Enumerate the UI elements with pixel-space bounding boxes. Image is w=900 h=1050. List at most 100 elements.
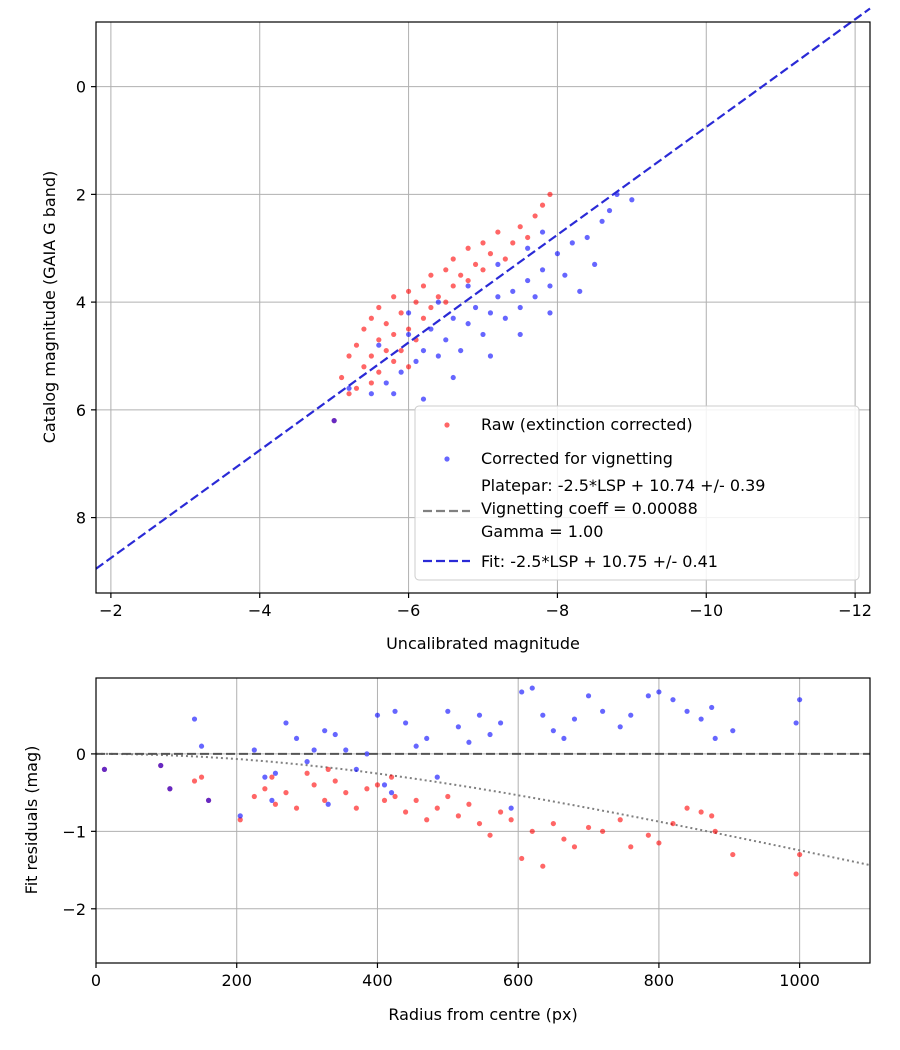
legend-raw-label: Raw (extinction corrected) — [481, 415, 693, 434]
corrected-residual-point — [191, 716, 198, 722]
corrected-point — [391, 391, 397, 397]
raw-point — [338, 374, 345, 381]
raw-residual-point — [325, 766, 331, 772]
corrected-residual-point — [571, 716, 578, 722]
raw-point — [368, 380, 374, 386]
top-x-tick-label: −2 — [99, 601, 123, 620]
raw-residual-point — [797, 851, 803, 858]
legend: Raw (extinction corrected) Corrected for… — [414, 405, 860, 581]
raw-residual-point — [198, 774, 205, 780]
raw-point — [420, 315, 427, 321]
corrected-point — [368, 391, 374, 397]
corrected-residual-point — [698, 716, 704, 722]
raw-point — [361, 326, 367, 332]
raw-residual-point — [392, 793, 398, 800]
legend-platepar-line-1: Platepar: -2.5*LSP + 10.74 +/- 0.39 — [481, 476, 765, 495]
raw-residual-point — [712, 828, 718, 834]
raw-point — [391, 294, 397, 300]
corrected-point — [376, 342, 382, 348]
bottom-y-axis-label: Fit residuals (mag) — [22, 746, 41, 895]
corrected-residual-point — [519, 689, 525, 695]
corrected-residual-point — [712, 735, 718, 742]
raw-residual-point — [617, 817, 623, 823]
bottom-y-tick-label: 0 — [76, 745, 86, 764]
raw-residual-point — [434, 805, 440, 811]
corrected-residual-point — [585, 693, 592, 699]
corrected-residual-point — [508, 805, 514, 811]
legend-platepar-line-3: Gamma = 1.00 — [481, 522, 603, 541]
raw-residual-point — [272, 801, 279, 807]
corrected-residual-point — [793, 720, 799, 726]
raw-point — [420, 283, 427, 289]
corrected-residual-point — [466, 739, 472, 745]
corrected-residual-point — [684, 708, 690, 714]
corrected-residual-point — [424, 735, 430, 742]
corrected-point — [539, 267, 546, 273]
corrected-point — [606, 207, 613, 214]
raw-point — [539, 202, 546, 208]
top-x-axis-label: Uncalibrated magnitude — [386, 634, 580, 653]
raw-point — [405, 364, 412, 370]
corrected-point — [450, 315, 456, 321]
corrected-residual-point — [167, 786, 173, 792]
corrected-residual-point — [656, 689, 662, 695]
bottom-y-tick-label: −2 — [62, 900, 86, 919]
raw-point — [502, 256, 508, 262]
corrected-point — [331, 418, 337, 424]
raw-residual-point — [670, 820, 676, 827]
raw-residual-point — [730, 851, 736, 858]
corrected-residual-point — [561, 735, 567, 742]
corrected-point — [405, 310, 412, 316]
raw-point — [353, 342, 360, 348]
raw-residual-point — [709, 813, 715, 819]
raw-point — [346, 353, 352, 359]
corrected-point — [592, 261, 598, 268]
raw-residual-point — [304, 770, 310, 776]
raw-point — [547, 191, 553, 197]
corrected-residual-point — [272, 770, 279, 776]
raw-point — [383, 321, 389, 327]
raw-point — [428, 272, 434, 278]
corrected-residual-point — [392, 708, 398, 714]
raw-point — [398, 310, 404, 316]
raw-residual-point — [364, 786, 370, 792]
raw-residual-point — [381, 797, 388, 803]
corrected-residual-point — [269, 797, 275, 803]
corrected-residual-point — [381, 782, 388, 788]
bottom-x-axis-label: Radius from centre (px) — [388, 1005, 577, 1024]
raw-residual-point — [529, 828, 535, 834]
corrected-point — [547, 310, 553, 316]
bottom-plot-frame — [95, 677, 871, 964]
raw-residual-point — [455, 813, 461, 819]
raw-point — [532, 213, 538, 219]
corrected-residual-point — [388, 790, 395, 796]
raw-residual-point — [571, 844, 578, 850]
bottom-x-tick-label: 1000 — [779, 971, 820, 990]
corrected-points-group — [331, 191, 635, 424]
legend-corrected-label: Corrected for vignetting — [481, 449, 673, 468]
corrected-residual-point — [497, 720, 504, 726]
corrected-point — [487, 353, 494, 359]
corrected-residual-point — [251, 747, 257, 753]
raw-residual-point — [322, 797, 328, 803]
raw-residual-point — [561, 836, 567, 842]
top-plot-frame — [95, 21, 871, 594]
corrected-residual-point — [600, 708, 606, 714]
corrected-residual-point — [709, 704, 715, 711]
top-x-tick-label: −12 — [838, 601, 872, 620]
corrected-residual-point — [304, 759, 310, 765]
corrected-residual-point — [434, 774, 440, 780]
corrected-residual-point — [283, 720, 289, 726]
raw-residual-point — [540, 863, 546, 869]
raw-residual-point — [283, 790, 289, 796]
bottom-x-tick-label: 0 — [91, 971, 101, 990]
corrected-point — [435, 353, 441, 359]
corrected-residual-point — [374, 712, 381, 718]
raw-point — [443, 299, 449, 305]
raw-residual-point — [487, 832, 493, 838]
corrected-residual-point — [343, 747, 349, 753]
raw-point — [517, 224, 523, 230]
corrected-residual-point — [617, 724, 623, 730]
raw-residual-point — [353, 805, 359, 811]
corrected-point — [554, 251, 561, 257]
